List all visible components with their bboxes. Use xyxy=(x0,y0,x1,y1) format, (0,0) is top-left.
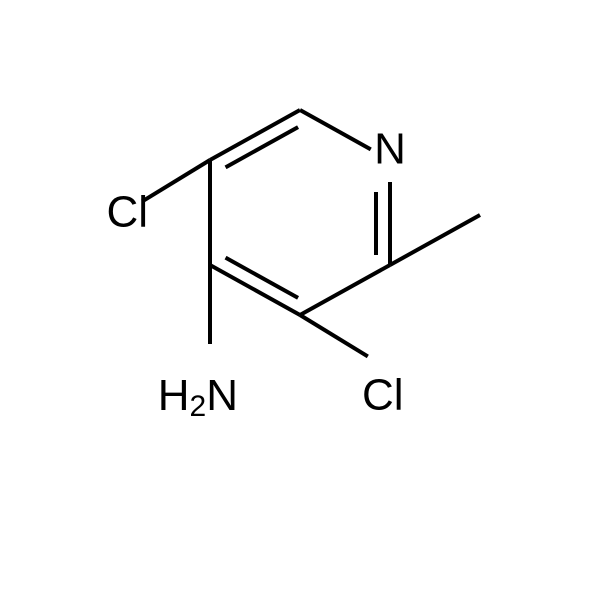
atom-label-N: N xyxy=(374,125,406,174)
bond xyxy=(142,160,210,201)
bond xyxy=(300,315,368,356)
atom-label-Cl2: Cl xyxy=(362,371,404,420)
molecule-diagram: N Cl H2N Cl xyxy=(0,0,600,600)
bond xyxy=(300,110,371,149)
atom-label-NH2: H2N xyxy=(158,371,238,423)
bond xyxy=(390,215,480,265)
bond xyxy=(300,265,390,315)
atom-label-Cl1: Cl xyxy=(106,188,148,237)
